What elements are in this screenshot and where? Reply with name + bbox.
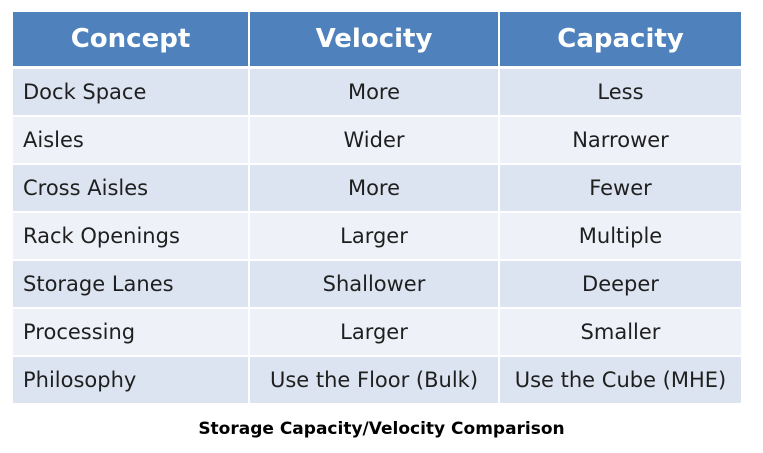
concept-cell: Storage Lanes	[13, 260, 250, 309]
capacity-cell: Narrower	[499, 116, 741, 165]
comparison-table-container: Concept Velocity Capacity Dock Space Mor…	[13, 12, 741, 405]
comparison-table: Concept Velocity Capacity Dock Space Mor…	[13, 12, 741, 405]
concept-cell: Philosophy	[13, 356, 250, 405]
capacity-cell: Less	[499, 67, 741, 117]
concept-cell: Aisles	[13, 116, 250, 165]
header-velocity: Velocity	[249, 12, 500, 69]
concept-cell: Cross Aisles	[13, 164, 250, 213]
concept-cell: Dock Space	[13, 67, 250, 117]
capacity-cell: Use the Cube (MHE)	[499, 356, 741, 405]
velocity-cell: Wider	[249, 116, 500, 165]
concept-cell: Processing	[13, 308, 250, 357]
velocity-cell: Larger	[249, 212, 500, 261]
velocity-cell: More	[249, 164, 500, 213]
velocity-cell: More	[249, 67, 500, 117]
table-caption: Storage Capacity/Velocity Comparison	[198, 419, 565, 439]
table-row: Processing Larger Smaller	[13, 308, 741, 357]
table-row: Storage Lanes Shallower Deeper	[13, 260, 741, 309]
table-row: Cross Aisles More Fewer	[13, 164, 741, 213]
capacity-cell: Fewer	[499, 164, 741, 213]
concept-cell: Rack Openings	[13, 212, 250, 261]
velocity-cell: Use the Floor (Bulk)	[249, 356, 500, 405]
capacity-cell: Smaller	[499, 308, 741, 357]
velocity-cell: Shallower	[249, 260, 500, 309]
table-row: Dock Space More Less	[13, 67, 741, 117]
header-capacity: Capacity	[499, 12, 741, 69]
capacity-cell: Deeper	[499, 260, 741, 309]
table-row: Philosophy Use the Floor (Bulk) Use the …	[13, 356, 741, 405]
capacity-cell: Multiple	[499, 212, 741, 261]
table-header-row: Concept Velocity Capacity	[13, 12, 741, 69]
table-row: Aisles Wider Narrower	[13, 116, 741, 165]
header-concept: Concept	[13, 12, 250, 69]
velocity-cell: Larger	[249, 308, 500, 357]
table-row: Rack Openings Larger Multiple	[13, 212, 741, 261]
